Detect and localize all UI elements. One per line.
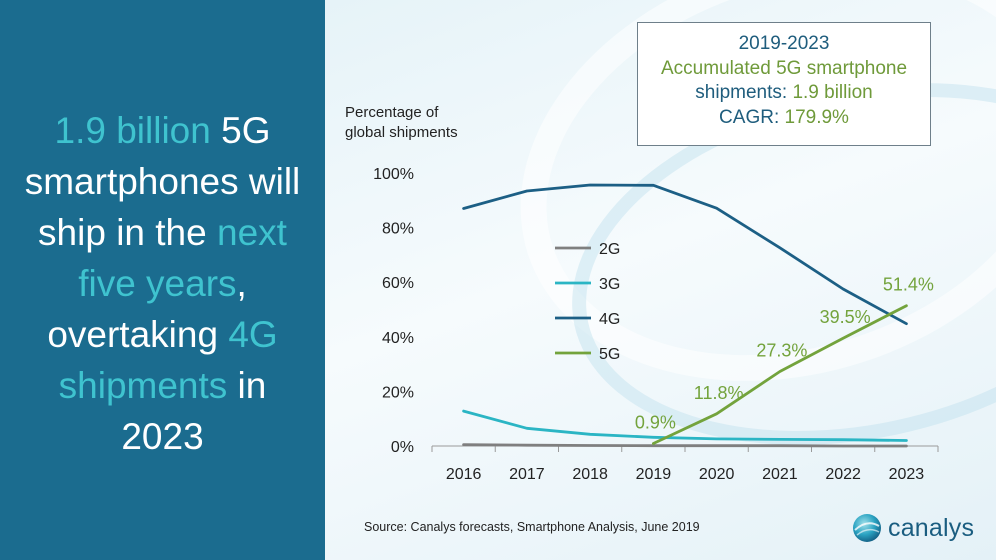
headline-panel: 1.9 billion 5G smartphones will ship in … [0,0,325,560]
data-label: 11.8% [694,383,744,403]
callout-shipments-value: 1.9 billion [792,82,873,103]
series-line-2g [462,443,908,448]
legend-label: 4G [599,311,620,328]
x-tick-label: 2017 [509,466,545,483]
source-note: Source: Canalys forecasts, Smartphone An… [364,520,700,534]
legend-label: 3G [599,276,620,293]
headline-part: in 2023 [121,364,267,457]
headline-part: 1.9 billion [54,109,211,151]
x-tick-label: 2022 [825,466,861,483]
x-tick-label: 2023 [889,466,925,483]
callout-box: 2019-2023 Accumulated 5G smartphone ship… [637,22,931,146]
data-label: 0.9% [635,413,676,433]
canalys-globe-icon [853,514,881,542]
y-axis-label: Percentage of [345,104,439,121]
data-label: 51.4% [883,275,934,295]
series-line-3g [462,409,908,442]
y-tick-label: 100% [373,166,414,183]
legend-label: 5G [599,346,620,363]
x-tick-label: 2020 [699,466,735,483]
series-line-5g [652,304,908,445]
y-axis-label: global shipments [345,124,458,141]
x-tick-label: 2021 [762,466,798,483]
y-tick-label: 60% [382,275,414,292]
x-tick-label: 2019 [636,466,672,483]
headline-part: next five years [78,211,287,304]
logo-text: canalys [888,513,975,542]
y-tick-label: 20% [382,384,414,401]
chart-area: Percentage of global shipments 2016 2017 201… [325,0,996,560]
headline-part: , overtaking [47,262,247,355]
callout-shipments-label: shipments: [695,82,793,103]
headline-part: 4G shipments [58,313,278,406]
headline-text: 1.9 billion 5G smartphones will ship in … [18,105,308,462]
callout-cagr-label: CAGR: [719,106,785,128]
x-tick-label: 2018 [572,466,608,483]
legend-label: 2G [599,241,620,258]
data-label: 39.5% [820,307,871,327]
canalys-logo: canalys [852,513,974,543]
line-chart: Percentage of global shipments 2016 2017 201… [345,104,939,483]
headline-part: 5G smartphones will ship in the [24,109,301,253]
callout-cagr-value: 179.9% [784,106,849,128]
callout-period: 2019-2023 [738,33,830,54]
x-tick-label: 2016 [446,466,482,483]
callout-title: Accumulated 5G smartphone [660,57,908,79]
series-line-4g [462,183,908,326]
data-label: 27.3% [756,340,807,360]
y-tick-label: 80% [382,221,414,238]
y-tick-label: 0% [391,439,414,456]
y-tick-label: 40% [382,330,414,347]
